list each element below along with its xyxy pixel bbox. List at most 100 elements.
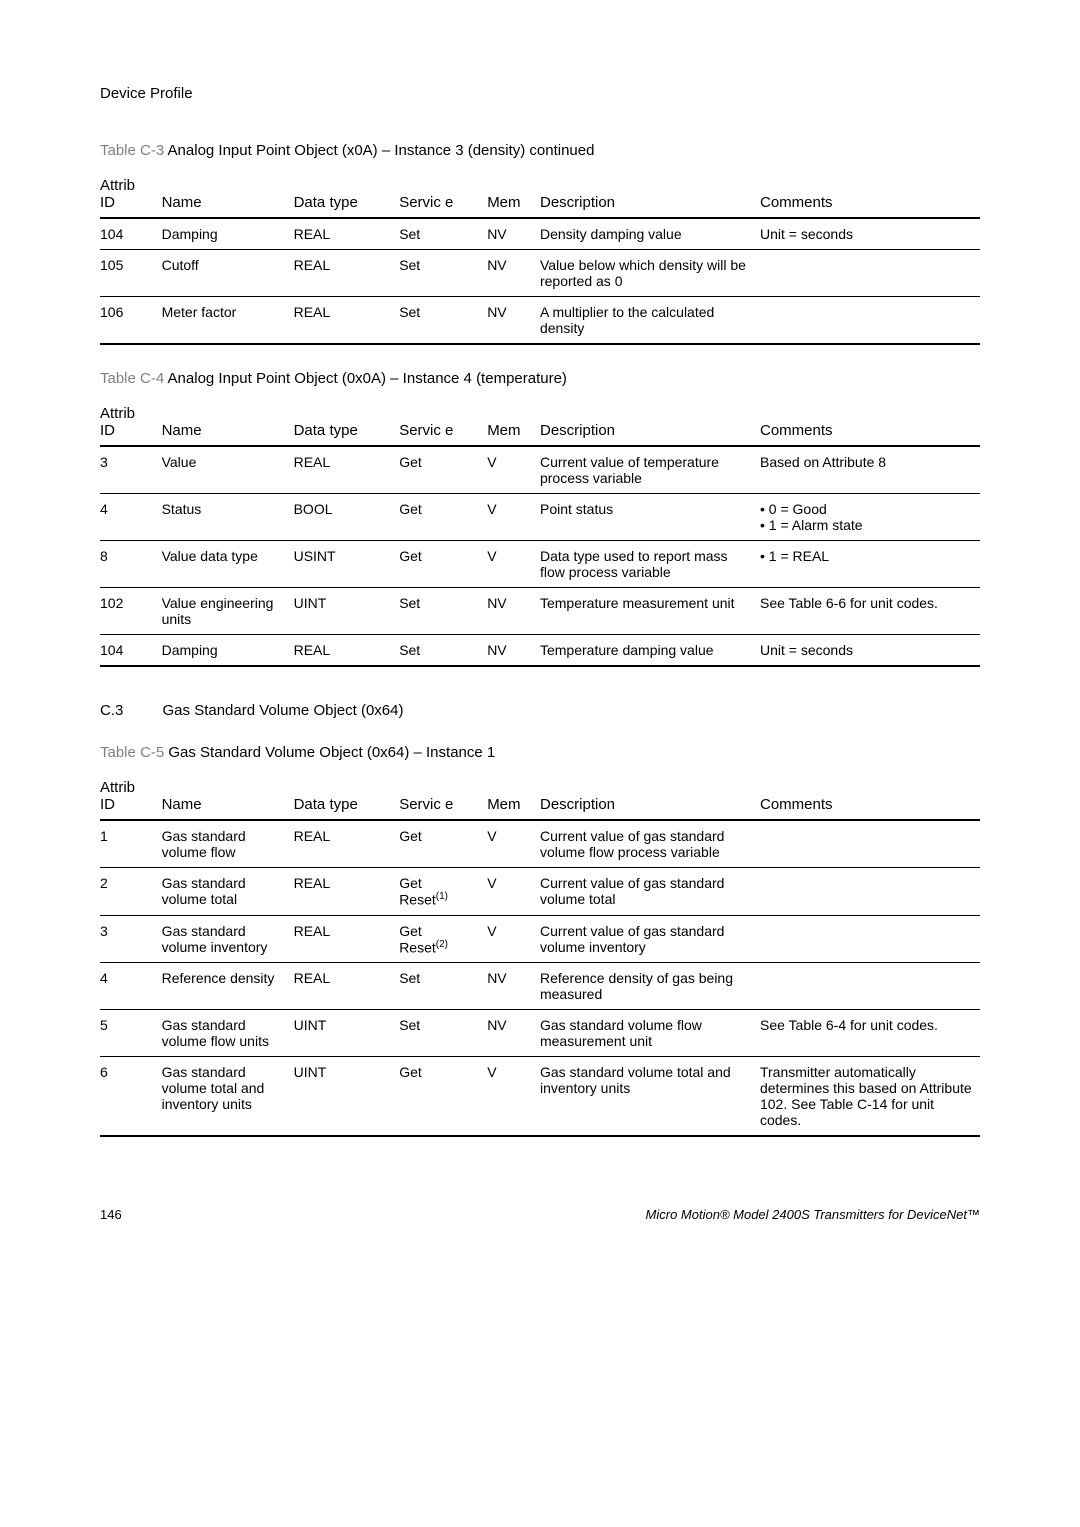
table-header: Comments	[760, 773, 980, 820]
table-header: Servic e	[399, 171, 487, 218]
cell-mem: NV	[487, 635, 540, 667]
section-c3-heading: C.3 Gas Standard Volume Object (0x64)	[100, 702, 980, 719]
cell-id: 4	[100, 494, 162, 541]
table-row: 3ValueREALGetVCurrent value of temperatu…	[100, 446, 980, 494]
cell-mem: V	[487, 1057, 540, 1137]
table-row: 105CutoffREALSetNVValue below which dens…	[100, 250, 980, 297]
cell-mem: NV	[487, 297, 540, 345]
table-header: Comments	[760, 171, 980, 218]
cell-desc: Value below which density will be report…	[540, 250, 760, 297]
cell-name: Gas standard volume inventory	[162, 915, 294, 963]
cell-mem: NV	[487, 250, 540, 297]
table-row: 4StatusBOOLGetVPoint status• 0 = Good• 1…	[100, 494, 980, 541]
cell-datatype: REAL	[294, 820, 400, 868]
cell-comments	[760, 250, 980, 297]
table-row: 6Gas standard volume total and inventory…	[100, 1057, 980, 1137]
cell-service: Get	[399, 1057, 487, 1137]
cell-name: Reference density	[162, 963, 294, 1010]
cell-comments: See Table 6-6 for unit codes.	[760, 588, 980, 635]
table-header: Name	[162, 171, 294, 218]
table-header: Description	[540, 399, 760, 446]
table-row: 102Value engineering unitsUINTSetNVTempe…	[100, 588, 980, 635]
cell-id: 1	[100, 820, 162, 868]
cell-datatype: REAL	[294, 963, 400, 1010]
cell-mem: V	[487, 494, 540, 541]
table-row: 3Gas standard volume inventoryREALGetRes…	[100, 915, 980, 963]
cell-desc: Current value of gas standard volume inv…	[540, 915, 760, 963]
cell-service: Set	[399, 218, 487, 250]
cell-comments	[760, 915, 980, 963]
table-header: Servic e	[399, 773, 487, 820]
table-row: 4Reference densityREALSetNVReference den…	[100, 963, 980, 1010]
table-c5-title: Gas Standard Volume Object (0x64) – Inst…	[168, 744, 495, 761]
cell-id: 4	[100, 963, 162, 1010]
cell-mem: V	[487, 868, 540, 916]
cell-datatype: REAL	[294, 297, 400, 345]
table-header: Mem	[487, 399, 540, 446]
table-c5: AttribID Name Data type Servic e Mem Des…	[100, 773, 980, 1137]
table-row: 1Gas standard volume flowREALGetVCurrent…	[100, 820, 980, 868]
cell-id: 105	[100, 250, 162, 297]
cell-comments: • 0 = Good• 1 = Alarm state	[760, 494, 980, 541]
cell-service: Set	[399, 635, 487, 667]
cell-id: 8	[100, 541, 162, 588]
cell-datatype: UINT	[294, 588, 400, 635]
table-row: 104DampingREALSetNVTemperature damping v…	[100, 635, 980, 667]
cell-comments	[760, 297, 980, 345]
cell-name: Value engineering units	[162, 588, 294, 635]
cell-desc: Temperature measurement unit	[540, 588, 760, 635]
section-c3-number: C.3	[100, 702, 123, 719]
cell-name: Status	[162, 494, 294, 541]
cell-service: Get	[399, 820, 487, 868]
cell-desc: Point status	[540, 494, 760, 541]
cell-service: GetReset(2)	[399, 915, 487, 963]
cell-mem: V	[487, 915, 540, 963]
cell-name: Gas standard volume flow	[162, 820, 294, 868]
cell-name: Gas standard volume total and inventory …	[162, 1057, 294, 1137]
table-header: Name	[162, 399, 294, 446]
cell-name: Damping	[162, 635, 294, 667]
cell-datatype: REAL	[294, 868, 400, 916]
cell-desc: Gas standard volume total and inventory …	[540, 1057, 760, 1137]
cell-name: Value	[162, 446, 294, 494]
cell-service: Set	[399, 588, 487, 635]
cell-id: 3	[100, 915, 162, 963]
table-header: Description	[540, 773, 760, 820]
cell-name: Value data type	[162, 541, 294, 588]
cell-service: Set	[399, 250, 487, 297]
cell-comments: Unit = seconds	[760, 635, 980, 667]
cell-mem: NV	[487, 218, 540, 250]
cell-desc: Current value of temperature process var…	[540, 446, 760, 494]
cell-datatype: UINT	[294, 1057, 400, 1137]
doc-title: Micro Motion® Model 2400S Transmitters f…	[646, 1207, 980, 1222]
cell-id: 2	[100, 868, 162, 916]
page-footer: 146 Micro Motion® Model 2400S Transmitte…	[100, 1207, 980, 1222]
cell-name: Cutoff	[162, 250, 294, 297]
table-row: 104DampingREALSetNVDensity damping value…	[100, 218, 980, 250]
cell-id: 3	[100, 446, 162, 494]
table-header: AttribID	[100, 171, 162, 218]
cell-mem: NV	[487, 588, 540, 635]
table-header: Description	[540, 171, 760, 218]
cell-comments: Based on Attribute 8	[760, 446, 980, 494]
table-c4-caption: Table C-4 Analog Input Point Object (0x0…	[100, 370, 980, 387]
table-header: Mem	[487, 171, 540, 218]
cell-comments	[760, 868, 980, 916]
table-header: AttribID	[100, 773, 162, 820]
cell-service: Get	[399, 494, 487, 541]
cell-desc: A multiplier to the calculated density	[540, 297, 760, 345]
cell-service: Set	[399, 297, 487, 345]
cell-desc: Current value of gas standard volume flo…	[540, 820, 760, 868]
cell-comments: See Table 6-4 for unit codes.	[760, 1010, 980, 1057]
table-row: 8Value data typeUSINTGetVData type used …	[100, 541, 980, 588]
cell-mem: V	[487, 446, 540, 494]
cell-mem: NV	[487, 1010, 540, 1057]
cell-id: 104	[100, 635, 162, 667]
cell-id: 5	[100, 1010, 162, 1057]
table-c5-caption: Table C-5 Gas Standard Volume Object (0x…	[100, 744, 980, 761]
cell-desc: Gas standard volume flow measurement uni…	[540, 1010, 760, 1057]
cell-name: Meter factor	[162, 297, 294, 345]
cell-name: Damping	[162, 218, 294, 250]
cell-service: Set	[399, 963, 487, 1010]
table-c4-title: Analog Input Point Object (0x0A) – Insta…	[168, 370, 567, 387]
